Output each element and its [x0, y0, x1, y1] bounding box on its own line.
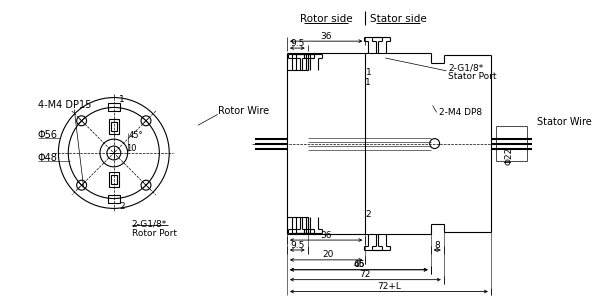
Text: 1: 1	[119, 95, 124, 104]
Text: Stator Port: Stator Port	[449, 72, 497, 81]
Text: 20: 20	[323, 250, 334, 259]
Text: 2: 2	[365, 210, 371, 219]
Bar	[108, 194, 120, 204]
Text: Rotor Wire: Rotor Wire	[217, 106, 269, 116]
Text: 2-G1/8*: 2-G1/8*	[132, 220, 167, 229]
Text: Φ48: Φ48	[37, 153, 57, 163]
Text: 10: 10	[126, 143, 137, 153]
Text: 72: 72	[359, 270, 371, 279]
Text: 2: 2	[119, 202, 124, 211]
Bar	[111, 175, 117, 184]
Text: 8: 8	[434, 240, 440, 249]
Text: 66: 66	[353, 260, 365, 269]
Text: Stator side: Stator side	[370, 14, 426, 24]
Text: 45°: 45°	[128, 131, 143, 140]
Text: Φ56: Φ56	[37, 130, 57, 140]
Text: 2-G1/8*: 2-G1/8*	[449, 63, 484, 72]
Text: 4-M4 DP15: 4-M4 DP15	[37, 101, 91, 111]
Text: 36: 36	[321, 32, 332, 41]
Text: 1: 1	[365, 68, 371, 77]
Text: Rotor side: Rotor side	[300, 14, 353, 24]
Text: 36: 36	[321, 231, 332, 239]
Text: Φ22: Φ22	[504, 146, 513, 165]
Text: 45: 45	[353, 260, 365, 269]
Text: 72+L: 72+L	[377, 282, 401, 291]
Bar	[108, 102, 120, 111]
Text: Stator Wire: Stator Wire	[538, 117, 592, 127]
Bar	[109, 172, 119, 187]
Text: 9.5: 9.5	[290, 39, 304, 48]
Bar	[111, 122, 117, 131]
Text: 2-M4 DP8: 2-M4 DP8	[439, 108, 482, 117]
Text: 9.5: 9.5	[290, 240, 304, 249]
Text: Rotor Port: Rotor Port	[132, 229, 176, 238]
Bar	[109, 119, 119, 134]
Text: 1: 1	[364, 78, 370, 87]
